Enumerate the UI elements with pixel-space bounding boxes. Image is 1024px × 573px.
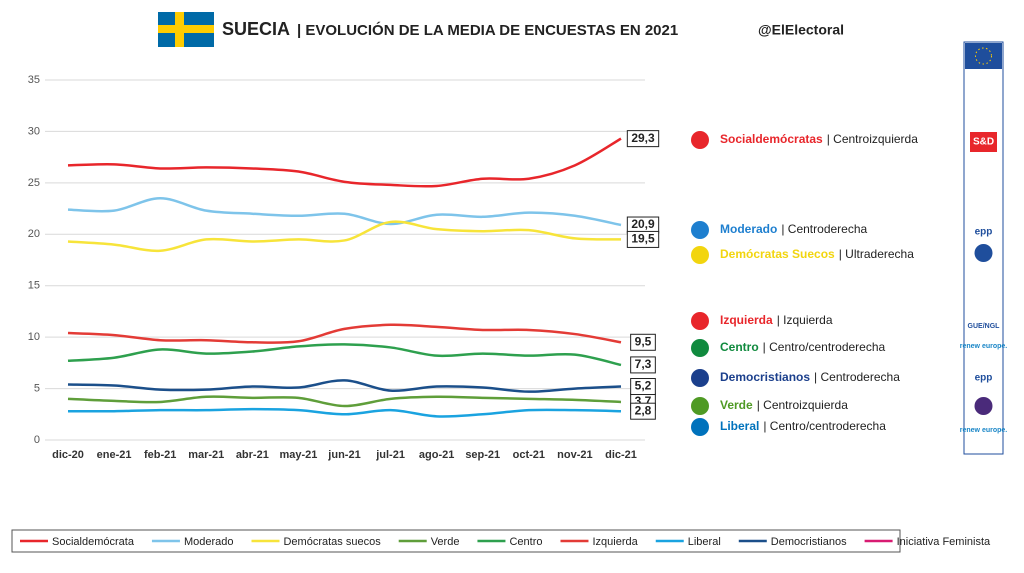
x-tick-label: oct-21 bbox=[513, 449, 545, 461]
series-line bbox=[67, 323, 622, 344]
party-name: Verde bbox=[720, 398, 753, 412]
party-name: Moderado bbox=[720, 222, 777, 236]
handle: @ElElectoral bbox=[758, 22, 844, 38]
party-ideology: | Centroderecha bbox=[814, 370, 900, 384]
series-line bbox=[67, 379, 622, 393]
legend-label: Socialdemócrata bbox=[52, 536, 135, 548]
party-logo bbox=[691, 339, 709, 357]
x-tick-label: dic-21 bbox=[605, 449, 637, 461]
legend bbox=[11, 529, 901, 553]
value-label-box bbox=[630, 333, 656, 351]
value-label: 7,3 bbox=[635, 357, 652, 371]
value-label: 5,2 bbox=[635, 379, 652, 393]
y-tick-label: 30 bbox=[28, 125, 40, 137]
y-tick-label: 5 bbox=[34, 382, 40, 394]
value-label: 9,5 bbox=[635, 334, 652, 348]
legend-label: Centro bbox=[509, 536, 542, 548]
value-label: 29,3 bbox=[631, 131, 655, 145]
legend-label: Iniciativa Feminista bbox=[897, 536, 991, 548]
y-tick-label: 10 bbox=[28, 331, 40, 343]
value-label-box bbox=[626, 130, 660, 148]
x-tick-label: may-21 bbox=[279, 449, 317, 461]
x-tick-label: nov-21 bbox=[557, 449, 592, 461]
value-label: 2,8 bbox=[635, 403, 652, 417]
legend-label: Verde bbox=[431, 536, 460, 548]
series-line bbox=[67, 395, 622, 408]
x-tick-label: feb-21 bbox=[144, 449, 176, 461]
series-line bbox=[67, 220, 622, 253]
series-line bbox=[67, 407, 622, 418]
party-logo bbox=[691, 221, 709, 239]
party-ideology: | Centroizquierda bbox=[827, 132, 918, 146]
party-ideology: | Ultraderecha bbox=[839, 247, 914, 261]
party-logo bbox=[691, 369, 709, 387]
party-name: Socialdemócratas bbox=[720, 132, 823, 146]
group-column bbox=[963, 41, 1004, 455]
group-logo: epp bbox=[975, 373, 993, 384]
series-line bbox=[67, 197, 622, 227]
party-name: Centro bbox=[720, 340, 759, 354]
group-logo: renew europe. bbox=[960, 427, 1008, 434]
party-ideology: | Centroderecha bbox=[781, 222, 867, 236]
eu-flag bbox=[965, 43, 1002, 69]
series-line bbox=[67, 137, 622, 188]
party-logo bbox=[691, 131, 709, 149]
x-tick-label: abr-21 bbox=[236, 449, 269, 461]
group-logo: GUE/NGL bbox=[968, 323, 1001, 330]
group-logo: renew europe. bbox=[960, 343, 1008, 350]
flag bbox=[158, 12, 214, 47]
eu-stars bbox=[975, 47, 992, 65]
x-tick-label: jun-21 bbox=[327, 449, 360, 461]
value-label-box bbox=[630, 378, 656, 396]
y-tick-label: 25 bbox=[28, 177, 40, 189]
y-tick-label: 35 bbox=[28, 74, 40, 86]
x-tick-label: ene-21 bbox=[97, 449, 132, 461]
x-tick-label: ago-21 bbox=[419, 449, 454, 461]
value-label: 19,5 bbox=[631, 232, 655, 246]
x-tick-label: mar-21 bbox=[188, 449, 224, 461]
x-tick-label: jul-21 bbox=[375, 449, 405, 461]
legend-label: Demócratas suecos bbox=[283, 536, 381, 548]
party-ideology: | Izquierda bbox=[777, 313, 833, 327]
country: SUECIA bbox=[222, 19, 290, 39]
party-ideology: | Centro/centroderecha bbox=[763, 419, 886, 433]
ecr-logo bbox=[974, 244, 993, 262]
group-logo: epp bbox=[975, 227, 993, 238]
party-ideology: | Centro/centroderecha bbox=[763, 340, 886, 354]
series-line bbox=[67, 343, 622, 367]
legend-label: Izquierda bbox=[592, 536, 638, 548]
chart-title: | EVOLUCIÓN DE LA MEDIA DE ENCUESTAS EN … bbox=[297, 21, 678, 39]
y-tick-label: 15 bbox=[28, 280, 40, 292]
value-label: 20,9 bbox=[631, 217, 655, 231]
value-label-box bbox=[626, 230, 660, 248]
x-tick-label: sep-21 bbox=[465, 449, 500, 461]
party-ideology: | Centroizquierda bbox=[757, 398, 848, 412]
party-name: Liberal bbox=[720, 419, 759, 433]
legend-label: Liberal bbox=[688, 536, 721, 548]
group-logo: S&D bbox=[973, 137, 994, 148]
y-tick-label: 20 bbox=[28, 228, 40, 240]
party-logo bbox=[691, 418, 709, 436]
group-logo-bg bbox=[970, 132, 997, 152]
party-logo bbox=[691, 397, 709, 415]
value-label-box bbox=[630, 356, 656, 374]
legend-label: Moderado bbox=[184, 536, 234, 548]
x-tick-label: dic-20 bbox=[52, 449, 84, 461]
party-name: Democristianos bbox=[720, 370, 810, 384]
party-logo bbox=[691, 312, 709, 330]
legend-label: Democristianos bbox=[771, 536, 847, 548]
party-name: Izquierda bbox=[720, 313, 773, 327]
party-logo bbox=[691, 246, 709, 264]
efa-logo bbox=[974, 397, 993, 415]
value-label-box bbox=[630, 402, 656, 420]
y-tick-label: 0 bbox=[34, 434, 40, 446]
party-name: Demócratas Suecos bbox=[720, 247, 835, 261]
